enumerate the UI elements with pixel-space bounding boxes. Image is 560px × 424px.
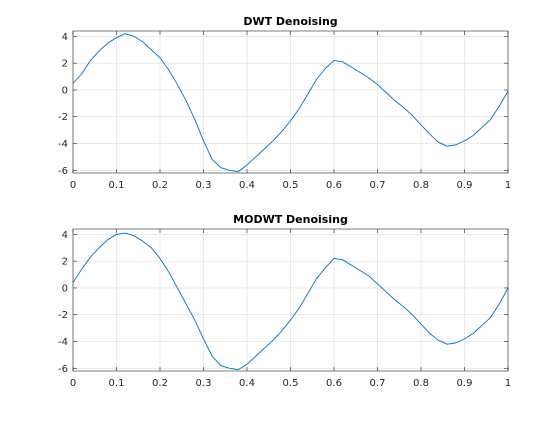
axes-panel-2: 0 0.1 0.2 0.3 0.4 0.5 0.6 0.7 0.8 0.9 1 -6 -4 -2 0 2 4 MO… bbox=[58, 213, 511, 389]
y-tick-label: -2 bbox=[58, 310, 68, 321]
y-tick-label: 0 bbox=[62, 85, 68, 96]
x-tick-label: 0.5 bbox=[283, 378, 299, 389]
x-tick-label: 0.6 bbox=[326, 180, 342, 191]
x-tick-label: 0.1 bbox=[109, 180, 125, 191]
x-tick-label: 0 bbox=[70, 378, 76, 389]
x-tick-label: 0.4 bbox=[239, 378, 255, 389]
x-tick-label: 0.2 bbox=[152, 180, 168, 191]
x-tick-label: 1 bbox=[505, 378, 511, 389]
y-tick-label: -2 bbox=[58, 112, 68, 123]
y-tick-label: -6 bbox=[58, 166, 68, 177]
y-tick-label: 4 bbox=[62, 32, 68, 43]
chart-title: DWT Denoising bbox=[243, 15, 337, 28]
y-tick-label: 2 bbox=[62, 257, 68, 268]
x-tick-label: 0.9 bbox=[457, 378, 473, 389]
x-tick-label: 0.1 bbox=[109, 378, 125, 389]
axes-panel-1: 0 0.1 0.2 0.3 0.4 0.5 0.6 0.7 0.8 0.9 1 -6 -4 -2 0 2 4 DW… bbox=[58, 15, 511, 191]
x-tick-label: 0.4 bbox=[239, 180, 255, 191]
x-tick-label: 0 bbox=[70, 180, 76, 191]
y-tick-label: 4 bbox=[62, 230, 68, 241]
y-tick-label: -6 bbox=[58, 364, 68, 375]
x-tick-label: 0.8 bbox=[413, 378, 429, 389]
y-tick-label: 0 bbox=[62, 283, 68, 294]
y-tick-label: -4 bbox=[58, 139, 68, 150]
chart-title: MODWT Denoising bbox=[233, 213, 348, 226]
y-tick-label: 2 bbox=[62, 59, 68, 70]
x-tick-label: 1 bbox=[505, 180, 511, 191]
x-tick-label: 0.2 bbox=[152, 378, 168, 389]
y-tick-label: -4 bbox=[58, 337, 68, 348]
x-tick-label: 0.6 bbox=[326, 378, 342, 389]
x-tick-label: 0.8 bbox=[413, 180, 429, 191]
x-tick-label: 0.7 bbox=[370, 180, 386, 191]
x-tick-label: 0.5 bbox=[283, 180, 299, 191]
x-tick-label: 0.7 bbox=[370, 378, 386, 389]
x-tick-label: 0.3 bbox=[196, 180, 212, 191]
x-tick-label: 0.3 bbox=[196, 378, 212, 389]
x-tick-label: 0.9 bbox=[457, 180, 473, 191]
